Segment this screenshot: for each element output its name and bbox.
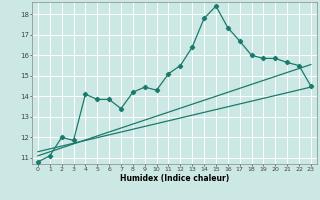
X-axis label: Humidex (Indice chaleur): Humidex (Indice chaleur): [120, 174, 229, 183]
